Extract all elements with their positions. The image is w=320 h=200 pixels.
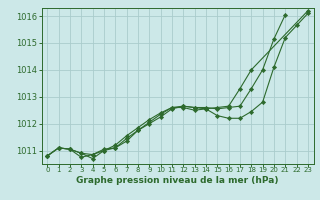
X-axis label: Graphe pression niveau de la mer (hPa): Graphe pression niveau de la mer (hPa) — [76, 176, 279, 185]
